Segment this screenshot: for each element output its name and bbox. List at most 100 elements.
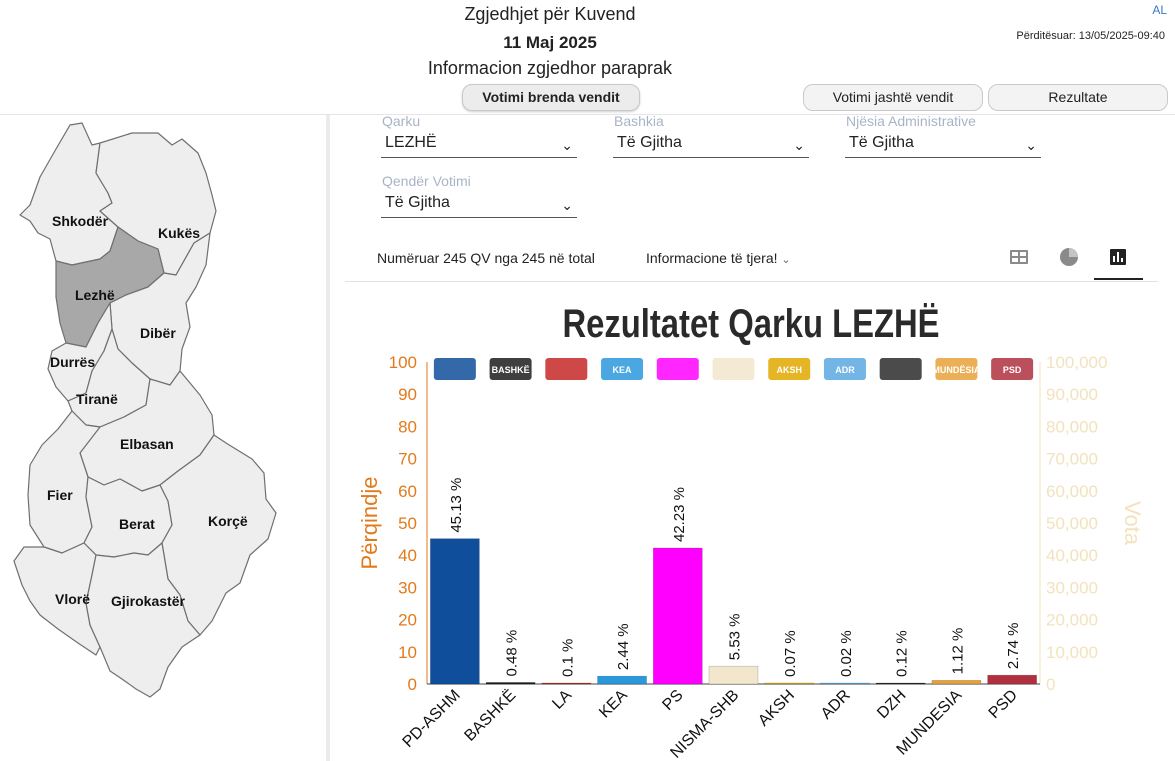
election-title: Zgjedhjet për Kuvend (464, 4, 636, 24)
party-logo-kea: KEA (597, 354, 648, 384)
bar-pd-ashm[interactable] (430, 538, 480, 685)
category-label: KEA (596, 687, 631, 722)
bar-aksh[interactable] (764, 682, 815, 685)
category-label: PSD (986, 687, 1021, 722)
tab-abroad-voting[interactable]: Votimi jashtë vendit (803, 84, 983, 111)
y-tick-label: 100 (389, 353, 417, 372)
bar-data-label: 0.48 % (504, 630, 521, 677)
category-label: BASHKË (461, 686, 520, 745)
bar-psd[interactable] (987, 674, 1037, 685)
party-logo-bashkë: BASHKË (485, 354, 536, 384)
category-label: ADR (818, 687, 854, 723)
party-logo-mark (879, 358, 922, 380)
select-qender[interactable]: Të Gjitha ⌄ (381, 190, 577, 218)
map-label-durres: Durrës (50, 354, 95, 370)
more-info-dropdown[interactable]: Informacione të tjera! ⌄ (646, 250, 791, 266)
select-njesia[interactable]: Të Gjitha ⌄ (845, 130, 1041, 158)
y-tick-label: 90 (398, 385, 417, 404)
bar-data-label: 42.23 % (671, 487, 688, 542)
map-label-gjirokaster: Gjirokastër (111, 593, 185, 609)
bar-adr[interactable] (820, 682, 870, 685)
tab-domestic-voting[interactable]: Votimi brenda vendit (462, 84, 640, 111)
category-label: AKSH (755, 687, 798, 730)
tab-results[interactable]: Rezultate (988, 84, 1168, 111)
map-label-lezhe: Lezhë (75, 287, 115, 303)
header-divider (0, 114, 1175, 115)
select-bashkia[interactable]: Të Gjitha ⌄ (613, 130, 809, 158)
map-label-fier: Fier (47, 487, 73, 503)
y-tick-label: 60 (398, 482, 417, 501)
bar-mundesia[interactable] (931, 680, 982, 685)
select-qarku[interactable]: LEZHË ⌄ (381, 130, 577, 158)
category-label: LA (549, 687, 575, 713)
chart-title: Rezultatet Qarku LEZHË (562, 301, 939, 346)
updated-timestamp: Përditësuar: 13/05/2025-09:40 (1016, 30, 1165, 42)
bar-data-label: 45.13 % (448, 478, 465, 533)
y2-tick-label: 80,000 (1046, 417, 1098, 436)
albania-map-panel: Shkodër Kukës Lezhë Dibër Durrës Tiranë … (0, 115, 325, 761)
bar-dzh[interactable] (875, 682, 926, 685)
info-divider (345, 281, 1158, 282)
y-tick-label: 20 (398, 611, 417, 630)
bar-ps[interactable] (652, 547, 703, 685)
map-label-tirane: Tiranë (76, 391, 118, 407)
party-logo-mark (991, 358, 1034, 380)
filter-label-bashkia: Bashkia (614, 113, 664, 129)
y2-tick-label: 20,000 (1046, 611, 1098, 630)
bar-data-label: 0.12 % (894, 630, 911, 677)
y2-axis-label: Vota (1120, 501, 1145, 546)
party-logo-text: KEA (613, 365, 633, 375)
bar-data-label: 2.74 % (1005, 622, 1022, 669)
party-logo-psd: PSD (987, 354, 1038, 384)
bar-la[interactable] (541, 682, 592, 685)
party-logo-text: BASHKË (492, 365, 530, 375)
bar-data-label: 1.12 % (949, 628, 966, 675)
map-label-korce: Korçë (208, 513, 248, 529)
pie-view-button[interactable] (1055, 244, 1083, 270)
filter-label-njesia: Njësia Administrative (846, 113, 976, 129)
category-label: PD-ASHM (400, 687, 464, 751)
filter-label-qarku: Qarku (382, 113, 421, 129)
bar-kea[interactable] (597, 675, 647, 685)
party-logo-mark (545, 358, 588, 380)
y-tick-label: 50 (398, 514, 417, 533)
y2-tick-label: 50,000 (1046, 514, 1098, 533)
y-tick-label: 30 (398, 578, 417, 597)
election-subtitle: Informacion zgjedhor paraprak (427, 58, 673, 78)
results-bar-chart: Rezultatet Qarku LEZHË Përqindje Vota 0 0… (357, 301, 1145, 760)
bar-nisma-shb[interactable] (708, 665, 759, 685)
party-logo-mark (823, 358, 866, 380)
party-logo-text: ADR (835, 365, 855, 375)
party-logo-nisma-shb (708, 354, 759, 384)
panel-divider (326, 115, 330, 761)
region-gjirokaster[interactable] (85, 542, 201, 698)
party-logo-adr: ADR (819, 354, 870, 384)
map-label-elbasan: Elbasan (120, 436, 174, 452)
party-logo-text: MUNDËSIA (932, 365, 981, 375)
y2-tick-label: 60,000 (1046, 482, 1098, 501)
region-vlore[interactable] (13, 542, 101, 656)
party-logo-text: PSD (1003, 365, 1022, 375)
map-label-shkoder: Shkodër (52, 213, 109, 229)
chevron-down-icon: ⌄ (1025, 137, 1037, 153)
map-label-berat: Berat (119, 516, 155, 532)
chevron-down-icon: ⌄ (793, 137, 805, 153)
party-logo-ps (652, 354, 703, 384)
more-info-label: Informacione të tjera! (646, 250, 778, 266)
bar-data-label: 0.1 % (559, 639, 576, 677)
select-njesia-value: Të Gjitha (849, 134, 914, 151)
region-korce[interactable] (159, 434, 277, 636)
active-view-indicator (1094, 278, 1143, 280)
party-logo-mark (712, 358, 755, 380)
bar-view-button[interactable] (1104, 244, 1132, 270)
bar-bashkë[interactable] (485, 682, 536, 685)
party-logo-mark (768, 358, 811, 380)
table-view-button[interactable] (1005, 244, 1033, 270)
select-bashkia-value: Të Gjitha (617, 134, 682, 151)
language-link[interactable]: AL (1152, 3, 1167, 17)
election-date: 11 Maj 2025 (503, 33, 597, 52)
bar-data-label: 0.02 % (838, 630, 855, 677)
party-logo-la (541, 354, 592, 384)
bar-data-label: 5.53 % (727, 613, 744, 660)
